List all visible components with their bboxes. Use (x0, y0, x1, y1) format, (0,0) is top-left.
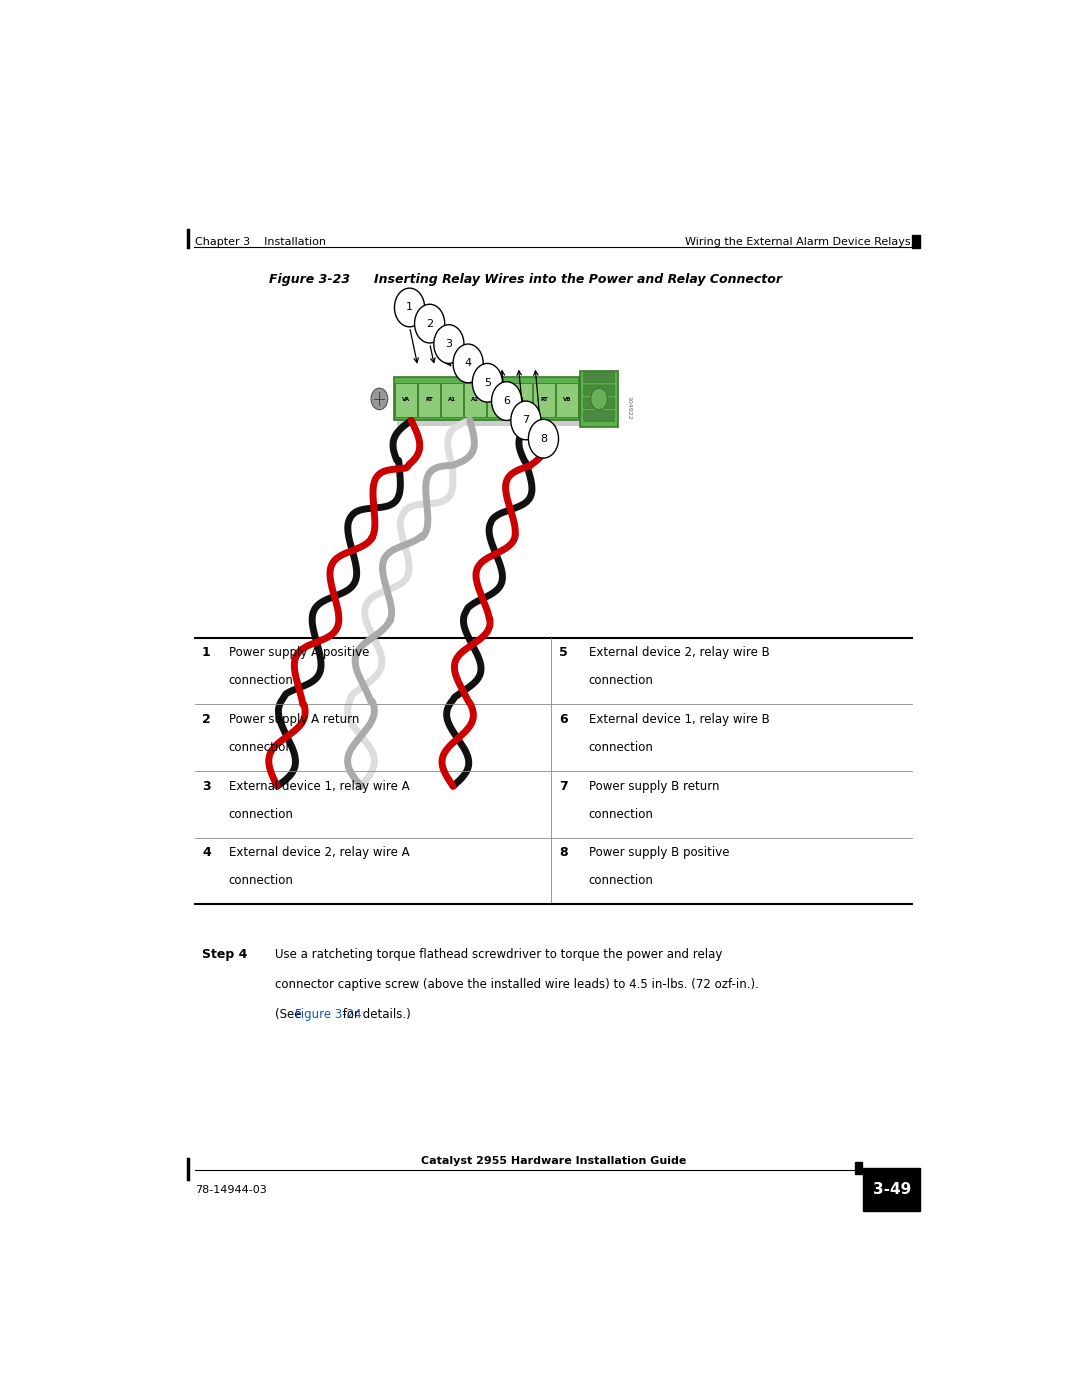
FancyBboxPatch shape (397, 383, 581, 426)
Circle shape (394, 288, 424, 327)
FancyBboxPatch shape (487, 383, 509, 418)
Text: 6: 6 (503, 397, 510, 407)
Text: VB: VB (563, 398, 571, 402)
Text: External device 1, relay wire B: External device 1, relay wire B (589, 712, 769, 726)
Text: Catalyst 2955 Hardware Installation Guide: Catalyst 2955 Hardware Installation Guid… (421, 1155, 686, 1166)
Text: for details.): for details.) (339, 1007, 410, 1021)
Text: connection: connection (229, 807, 294, 820)
Text: Use a ratcheting torque flathead screwdriver to torque the power and relay: Use a ratcheting torque flathead screwdr… (274, 947, 723, 961)
Text: 2: 2 (202, 712, 211, 726)
FancyBboxPatch shape (534, 383, 555, 418)
Text: 104922: 104922 (626, 395, 632, 419)
Text: A2: A2 (471, 398, 480, 402)
Text: Figure 3-24: Figure 3-24 (295, 1007, 362, 1021)
Text: connection: connection (229, 740, 294, 754)
Text: 7: 7 (523, 415, 529, 426)
Text: 5: 5 (484, 377, 491, 388)
Circle shape (472, 363, 502, 402)
Text: Figure 3-23: Figure 3-23 (269, 272, 350, 286)
Text: connection: connection (589, 740, 653, 754)
Text: 3: 3 (202, 780, 211, 792)
Text: A2: A2 (494, 398, 502, 402)
FancyBboxPatch shape (580, 372, 618, 427)
Text: 6: 6 (559, 712, 568, 726)
FancyBboxPatch shape (912, 236, 920, 249)
Text: Step 4: Step 4 (202, 947, 247, 961)
Text: (See: (See (274, 1007, 305, 1021)
Circle shape (415, 305, 445, 344)
FancyBboxPatch shape (418, 383, 440, 418)
Text: 2: 2 (427, 319, 433, 328)
FancyBboxPatch shape (583, 398, 615, 408)
Circle shape (528, 419, 558, 458)
Text: VA: VA (402, 398, 410, 402)
Text: connector captive screw (above the installed wire leads) to 4.5 in-lbs. (72 ozf-: connector captive screw (above the insta… (274, 978, 758, 990)
FancyBboxPatch shape (511, 383, 531, 418)
FancyBboxPatch shape (583, 372, 615, 383)
Text: Power supply B positive: Power supply B positive (589, 847, 729, 859)
Text: Power supply A return: Power supply A return (229, 712, 360, 726)
Text: External device 2, relay wire A: External device 2, relay wire A (229, 847, 409, 859)
Text: Chapter 3    Installation: Chapter 3 Installation (195, 237, 326, 247)
Text: 4: 4 (202, 847, 211, 859)
Text: 3: 3 (445, 339, 453, 349)
Text: External device 1, relay wire A: External device 1, relay wire A (229, 780, 409, 792)
FancyBboxPatch shape (464, 383, 486, 418)
Circle shape (511, 401, 541, 440)
FancyBboxPatch shape (395, 383, 417, 418)
Circle shape (454, 344, 483, 383)
FancyBboxPatch shape (556, 383, 578, 418)
Text: 1: 1 (202, 647, 211, 659)
Text: RT: RT (540, 398, 548, 402)
Text: RT: RT (426, 398, 433, 402)
Text: Power supply B return: Power supply B return (589, 780, 719, 792)
Text: Wiring the External Alarm Device Relays: Wiring the External Alarm Device Relays (686, 237, 910, 247)
Text: 78-14944-03: 78-14944-03 (195, 1185, 267, 1196)
FancyBboxPatch shape (442, 383, 462, 418)
Text: 5: 5 (559, 647, 568, 659)
FancyBboxPatch shape (583, 411, 615, 422)
FancyBboxPatch shape (394, 377, 579, 420)
Text: 1: 1 (406, 303, 413, 313)
Text: Inserting Relay Wires into the Power and Relay Connector: Inserting Relay Wires into the Power and… (374, 272, 782, 286)
FancyBboxPatch shape (855, 1161, 862, 1175)
Circle shape (591, 388, 607, 409)
Text: connection: connection (229, 875, 294, 887)
Text: Power supply A positive: Power supply A positive (229, 647, 369, 659)
Text: 8: 8 (559, 847, 568, 859)
Circle shape (372, 388, 388, 409)
Text: 3-49: 3-49 (873, 1182, 910, 1197)
Text: 8: 8 (540, 433, 546, 444)
Text: connection: connection (589, 875, 653, 887)
Text: 4: 4 (464, 359, 472, 369)
Text: A1: A1 (517, 398, 525, 402)
Circle shape (491, 381, 522, 420)
Text: connection: connection (229, 675, 294, 687)
Text: External device 2, relay wire B: External device 2, relay wire B (589, 647, 769, 659)
FancyBboxPatch shape (863, 1168, 920, 1211)
Text: connection: connection (589, 675, 653, 687)
Text: A1: A1 (448, 398, 456, 402)
FancyBboxPatch shape (583, 386, 615, 395)
Text: 7: 7 (559, 780, 568, 792)
Circle shape (434, 324, 464, 363)
Text: connection: connection (589, 807, 653, 820)
